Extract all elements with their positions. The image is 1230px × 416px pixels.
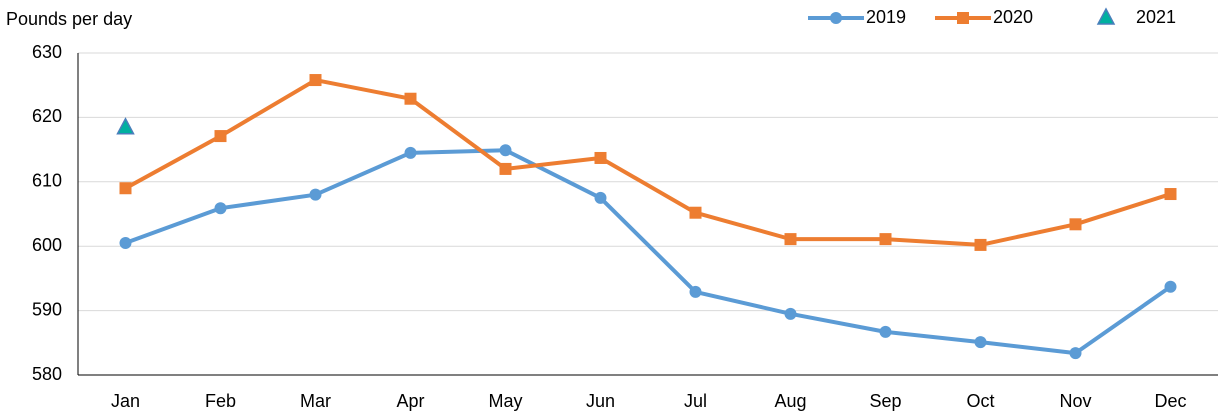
data-point <box>879 233 892 246</box>
y-tick-label: 590 <box>32 299 62 319</box>
legend-label: 2019 <box>866 7 906 27</box>
legend-marker <box>957 12 969 24</box>
legend-marker <box>830 12 842 24</box>
x-tick-label: May <box>488 391 522 411</box>
data-point <box>879 325 892 338</box>
y-tick-label: 630 <box>32 42 62 62</box>
data-point <box>594 151 607 164</box>
legend-label: 2020 <box>993 7 1033 27</box>
data-point <box>116 117 135 135</box>
x-tick-label: Aug <box>774 391 806 411</box>
data-point <box>1069 347 1082 360</box>
x-tick-label: Jun <box>586 391 615 411</box>
y-tick-label: 580 <box>32 364 62 384</box>
data-point <box>1069 218 1082 231</box>
y-axis-title: Pounds per day <box>6 9 132 29</box>
y-tick-label: 600 <box>32 235 62 255</box>
x-tick-label: Jul <box>684 391 707 411</box>
data-point <box>499 162 512 175</box>
data-point <box>784 307 797 320</box>
series-line <box>124 78 1172 247</box>
data-point <box>309 74 322 87</box>
data-point <box>214 130 227 143</box>
y-tick-label: 610 <box>32 171 62 191</box>
x-tick-label: Sep <box>869 391 901 411</box>
data-point <box>309 188 322 201</box>
data-point <box>974 336 987 349</box>
x-tick-label: Apr <box>396 391 424 411</box>
x-tick-label: Feb <box>205 391 236 411</box>
series-line <box>124 148 1172 356</box>
data-point <box>594 191 607 204</box>
x-tick-label: Oct <box>966 391 994 411</box>
data-point <box>1164 188 1177 201</box>
data-point <box>784 233 797 246</box>
data-point <box>119 182 132 195</box>
data-point <box>214 202 227 215</box>
legend-marker <box>1096 7 1116 25</box>
x-tick-label: Dec <box>1154 391 1186 411</box>
x-tick-label: Nov <box>1059 391 1091 411</box>
data-point <box>1164 280 1177 293</box>
data-point <box>689 285 702 298</box>
data-point <box>689 206 702 219</box>
data-point <box>404 146 417 159</box>
y-tick-label: 620 <box>32 106 62 126</box>
x-tick-label: Jan <box>111 391 140 411</box>
data-point <box>119 236 132 249</box>
legend-label: 2021 <box>1136 7 1176 27</box>
data-point <box>974 238 987 251</box>
data-point <box>404 92 417 105</box>
data-point <box>499 144 512 157</box>
x-tick-label: Mar <box>300 391 331 411</box>
